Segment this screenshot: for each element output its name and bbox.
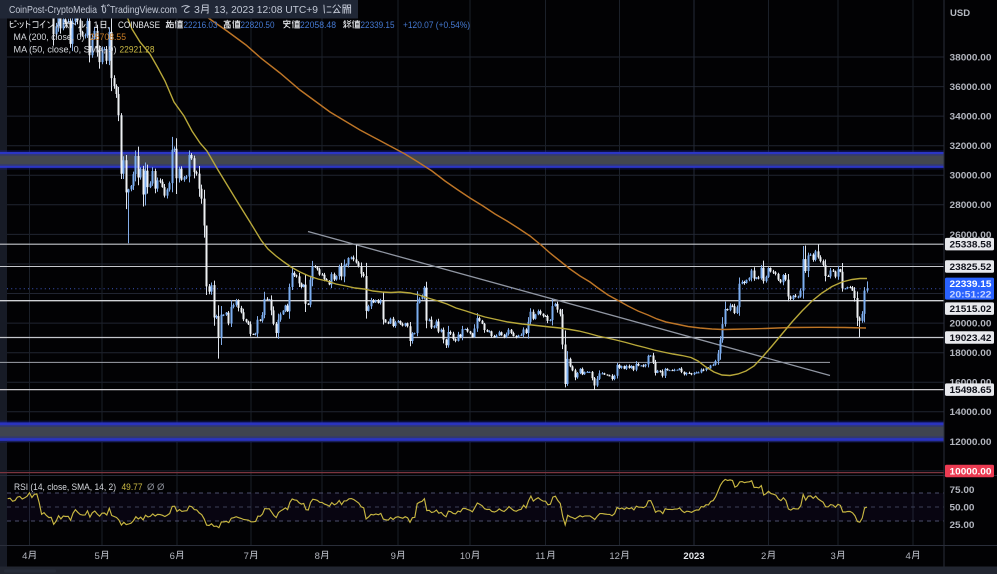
svg-text:20:51:22: 20:51:22 <box>950 290 992 301</box>
svg-text:,: , <box>86 20 89 30</box>
svg-text:19023.42: 19023.42 <box>950 333 992 344</box>
svg-text:22820.50: 22820.50 <box>241 20 275 30</box>
svg-text:RSI (14, close, SMA, 14, 2): RSI (14, close, SMA, 14, 2) <box>14 482 116 492</box>
svg-text:32000.00: 32000.00 <box>950 141 992 152</box>
svg-text:28000.00: 28000.00 <box>950 200 992 211</box>
svg-text:5: 5 <box>95 551 100 562</box>
svg-text:,: , <box>107 20 110 30</box>
svg-text:22921.28: 22921.28 <box>120 45 155 55</box>
svg-text:25338.58: 25338.58 <box>950 240 992 251</box>
svg-text:38000.00: 38000.00 <box>950 52 992 63</box>
svg-text:COINBASE: COINBASE <box>118 20 160 30</box>
svg-text:2023: 2023 <box>683 551 704 562</box>
svg-text:25708.55: 25708.55 <box>90 32 126 42</box>
svg-text:7: 7 <box>244 551 249 562</box>
svg-text:2: 2 <box>761 551 766 562</box>
svg-text:MA (200, close, 0): MA (200, close, 0) <box>14 32 85 42</box>
svg-text:4: 4 <box>22 551 27 562</box>
svg-text:/: / <box>57 20 60 30</box>
svg-text:25.00: 25.00 <box>950 520 975 531</box>
svg-text:12000.00: 12000.00 <box>950 437 992 448</box>
svg-text:13, 2023 12:08 UTC+9: 13, 2023 12:08 UTC+9 <box>214 4 318 16</box>
svg-text:3: 3 <box>831 551 836 562</box>
svg-text:20000.00: 20000.00 <box>950 319 992 330</box>
svg-text:18000.00: 18000.00 <box>950 348 992 359</box>
svg-text:21515.02: 21515.02 <box>950 304 992 315</box>
svg-text:30000.00: 30000.00 <box>950 171 992 182</box>
svg-text:23825.52: 23825.52 <box>950 262 992 273</box>
svg-text:+120.07 (+0.54%): +120.07 (+0.54%) <box>403 20 470 30</box>
svg-text:TradingView.com: TradingView.com <box>110 4 177 16</box>
svg-text:22339.15: 22339.15 <box>361 20 395 30</box>
svg-text:11: 11 <box>535 551 545 562</box>
svg-text:12: 12 <box>609 551 620 562</box>
svg-text:34000.00: 34000.00 <box>950 112 992 123</box>
svg-text:6: 6 <box>170 551 175 562</box>
svg-text:1: 1 <box>94 20 99 30</box>
svg-text:22058.48: 22058.48 <box>300 20 336 30</box>
svg-text:50.00: 50.00 <box>950 502 975 513</box>
svg-text:9: 9 <box>391 551 396 562</box>
svg-text:22216.03: 22216.03 <box>184 20 218 30</box>
svg-text:49.77: 49.77 <box>122 482 143 492</box>
svg-text:26000.00: 26000.00 <box>950 230 992 241</box>
svg-text:CoinPost-CryptoMedia: CoinPost-CryptoMedia <box>9 4 97 16</box>
svg-text:14000.00: 14000.00 <box>950 407 992 418</box>
svg-text:8: 8 <box>315 551 320 562</box>
svg-text:10: 10 <box>460 551 471 562</box>
svg-text:10000.00: 10000.00 <box>950 466 992 477</box>
svg-text:USD: USD <box>950 8 970 19</box>
svg-text:22339.15: 22339.15 <box>950 279 993 290</box>
svg-text:36000.00: 36000.00 <box>950 82 992 93</box>
svg-text:3: 3 <box>194 4 200 16</box>
svg-text:Ø Ø: Ø Ø <box>147 482 165 493</box>
svg-text:16000.00: 16000.00 <box>950 378 992 389</box>
svg-text:15498.65: 15498.65 <box>950 385 993 396</box>
svg-text:75.00: 75.00 <box>950 485 975 496</box>
svg-text:MA (50, close, 0, SMA, 9): MA (50, close, 0, SMA, 9) <box>14 45 117 55</box>
svg-text:4: 4 <box>906 551 911 562</box>
